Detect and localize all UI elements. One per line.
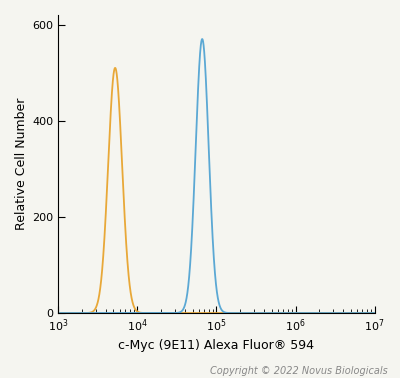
X-axis label: c-Myc (9E11) Alexa Fluor® 594: c-Myc (9E11) Alexa Fluor® 594 — [118, 339, 314, 352]
Y-axis label: Relative Cell Number: Relative Cell Number — [15, 98, 28, 230]
Text: Copyright © 2022 Novus Biologicals: Copyright © 2022 Novus Biologicals — [210, 366, 388, 376]
